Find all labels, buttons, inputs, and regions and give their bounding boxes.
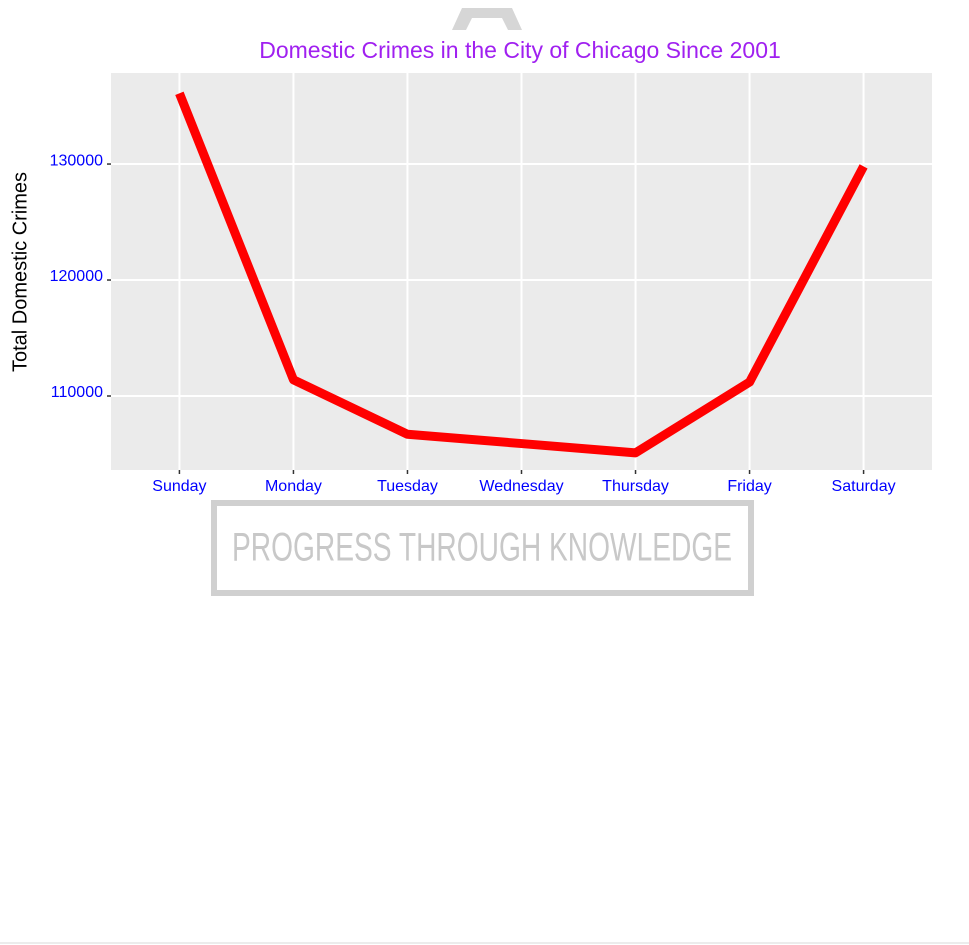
logo-fragment (452, 8, 522, 30)
chart-title: Domestic Crimes in the City of Chicago S… (259, 37, 781, 63)
x-tick-label: Sunday (152, 478, 206, 495)
y-tick-label: 130000 (50, 152, 103, 169)
y-tick-label: 110000 (51, 384, 103, 401)
x-tick-label: Wednesday (479, 478, 563, 495)
x-tick-label: Thursday (602, 478, 669, 495)
x-tick-label: Monday (265, 478, 322, 495)
watermark-box (211, 500, 754, 596)
plot-layer: 110000 120000 130000 Sunday Monday Tuesday Wed… (50, 73, 932, 495)
y-tick-label: 120000 (50, 268, 103, 285)
y-axis-title: Total Domestic Crimes (9, 172, 31, 372)
line (175, 91, 868, 458)
x-tick-label: Friday (727, 478, 771, 495)
x-tick-label: Tuesday (377, 478, 438, 495)
watermark: PROGRESS THROUGH KNOWLEDGE (232, 526, 732, 570)
x-tick-label: Saturday (832, 478, 896, 495)
